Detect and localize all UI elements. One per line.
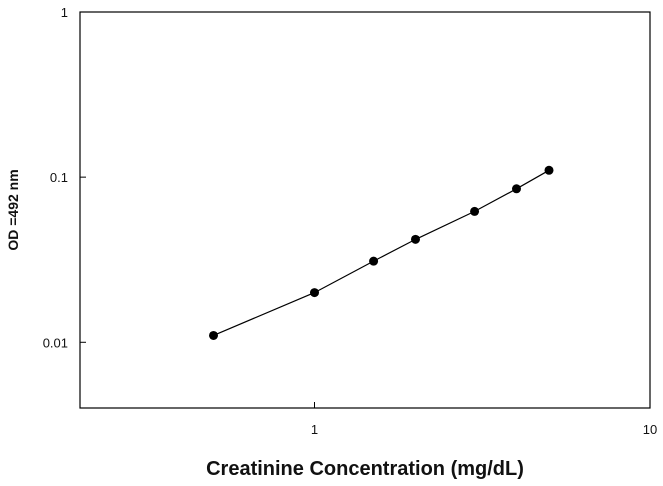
data-point bbox=[410, 234, 420, 244]
data-point bbox=[511, 184, 521, 194]
y-tick-label: 1 bbox=[61, 5, 68, 20]
x-tick-label: 1 bbox=[311, 422, 318, 437]
y-axis-ticks: 0.01 0.1 1 bbox=[43, 5, 86, 350]
y-axis-title: OD =492 nm bbox=[5, 169, 21, 250]
x-axis-title: Creatinine Concentration (mg/dL) bbox=[206, 458, 524, 480]
y-tick-label: 0.01 bbox=[43, 335, 68, 350]
data-point bbox=[310, 288, 320, 298]
y-tick-label: 0.1 bbox=[50, 170, 68, 185]
series-line bbox=[213, 169, 550, 336]
series-group bbox=[209, 165, 554, 340]
data-point bbox=[209, 330, 219, 340]
data-point bbox=[544, 165, 554, 175]
plot-frame bbox=[79, 11, 651, 409]
data-point bbox=[470, 206, 480, 216]
x-axis-ticks: 1 10 bbox=[311, 402, 657, 437]
x-tick-label: 10 bbox=[643, 422, 657, 437]
data-point bbox=[369, 256, 379, 266]
